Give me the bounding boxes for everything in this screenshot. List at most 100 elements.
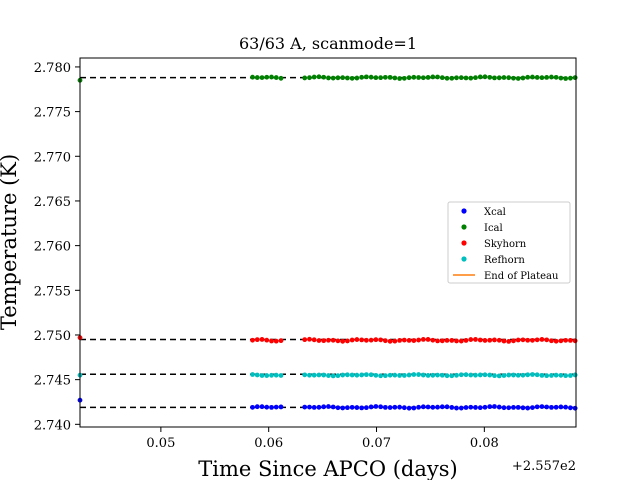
legend-label-skyhorn: Skyhorn — [484, 239, 527, 250]
point-xcal — [534, 404, 540, 410]
point-ical — [558, 75, 564, 81]
point-skyhorn — [387, 338, 393, 344]
point-skyhorn — [311, 337, 317, 343]
point-refhorn — [463, 372, 469, 378]
point-xcal — [477, 405, 483, 411]
point-skyhorn — [449, 338, 455, 343]
point-ical — [373, 75, 379, 81]
point-skyhorn — [273, 338, 279, 344]
point-refhorn — [458, 372, 464, 378]
point-refhorn — [558, 372, 564, 378]
point-refhorn — [392, 372, 398, 378]
point-xcal — [250, 404, 255, 410]
point-xcal — [321, 404, 327, 410]
point-refhorn — [273, 372, 279, 378]
point-ical — [473, 75, 478, 81]
point-ical — [420, 75, 426, 81]
point-ical — [264, 74, 270, 80]
point-ical — [563, 76, 569, 81]
point-skyhorn — [259, 337, 265, 342]
point-ical — [378, 75, 384, 81]
point-ical — [553, 74, 559, 80]
point-refhorn — [397, 373, 402, 378]
point-refhorn — [477, 372, 483, 378]
point-refhorn — [269, 372, 274, 378]
point-ical — [425, 75, 431, 80]
y-tick-label: 2.775 — [34, 106, 71, 121]
point-refhorn — [311, 372, 317, 378]
point-skyhorn — [558, 338, 564, 344]
point-skyhorn — [439, 338, 445, 344]
point-skyhorn — [454, 338, 459, 344]
point-ical — [411, 74, 417, 80]
point-ical — [487, 74, 493, 80]
point-skyhorn — [406, 338, 412, 343]
point-xcal — [430, 404, 436, 410]
point-ical — [382, 74, 388, 80]
point-xcal — [373, 404, 379, 409]
point-xcal — [492, 404, 497, 409]
point-ical — [321, 74, 327, 80]
point-ical — [458, 75, 464, 81]
x-axis-label: Time Since APCO (days) — [198, 457, 457, 480]
chart-title: 63/63 A, scanmode=1 — [239, 34, 417, 53]
point-skyhorn — [549, 338, 554, 344]
point-ical — [449, 75, 455, 81]
point-xcal — [487, 404, 493, 410]
point-skyhorn — [534, 337, 540, 343]
point-skyhorn — [330, 337, 336, 343]
point-refhorn — [259, 373, 265, 378]
point-refhorn — [544, 373, 550, 379]
point-ical — [501, 75, 507, 80]
point-xcal — [468, 404, 474, 410]
point-refhorn — [534, 372, 540, 378]
point-skyhorn — [349, 337, 355, 343]
point-ical — [406, 75, 412, 81]
x-tick-label: 0.07 — [362, 436, 391, 451]
point-skyhorn — [530, 337, 535, 343]
point-ical — [416, 75, 421, 80]
point-ical — [354, 75, 360, 81]
point-refhorn — [264, 373, 270, 378]
point-refhorn — [316, 372, 322, 378]
point-skyhorn — [482, 338, 488, 343]
point-ical — [273, 75, 279, 80]
y-tick-label: 2.755 — [34, 284, 71, 299]
point-skyhorn — [416, 337, 421, 343]
point-xcal — [416, 404, 421, 410]
point-skyhorn — [373, 337, 379, 343]
point-xcal — [496, 404, 502, 410]
point-refhorn — [473, 372, 478, 378]
point-xcal — [411, 405, 417, 411]
point-xcal — [406, 405, 412, 411]
point-ical — [534, 75, 540, 80]
point-refhorn — [254, 372, 260, 378]
point-ical — [311, 74, 317, 80]
point-xcal — [354, 405, 360, 410]
point-skyhorn — [321, 338, 327, 344]
point-xcal — [330, 404, 336, 410]
point-xcal — [316, 404, 322, 410]
point-ical — [278, 75, 284, 81]
legend-label-ical: Ical — [484, 223, 503, 234]
point-skyhorn — [468, 337, 474, 342]
point-xcal — [501, 405, 507, 411]
point-refhorn — [520, 372, 526, 378]
point-refhorn — [382, 373, 388, 379]
point-xcal — [382, 404, 388, 410]
point-xcal — [549, 404, 554, 410]
point-xcal — [311, 405, 317, 410]
point-skyhorn — [345, 338, 350, 344]
point-xcal — [506, 405, 512, 411]
x-tick-label: 0.05 — [146, 436, 175, 451]
point-refhorn — [278, 373, 284, 378]
y-tick-label: 2.770 — [34, 150, 71, 165]
point-refhorn — [335, 373, 341, 379]
point-ical — [572, 75, 578, 81]
point-ical — [468, 75, 474, 81]
point-xcal — [439, 404, 445, 410]
point-skyhorn — [401, 337, 407, 343]
y-tick-label: 2.760 — [34, 240, 71, 255]
point-skyhorn — [269, 338, 274, 344]
y-tick-label: 2.750 — [34, 329, 71, 344]
